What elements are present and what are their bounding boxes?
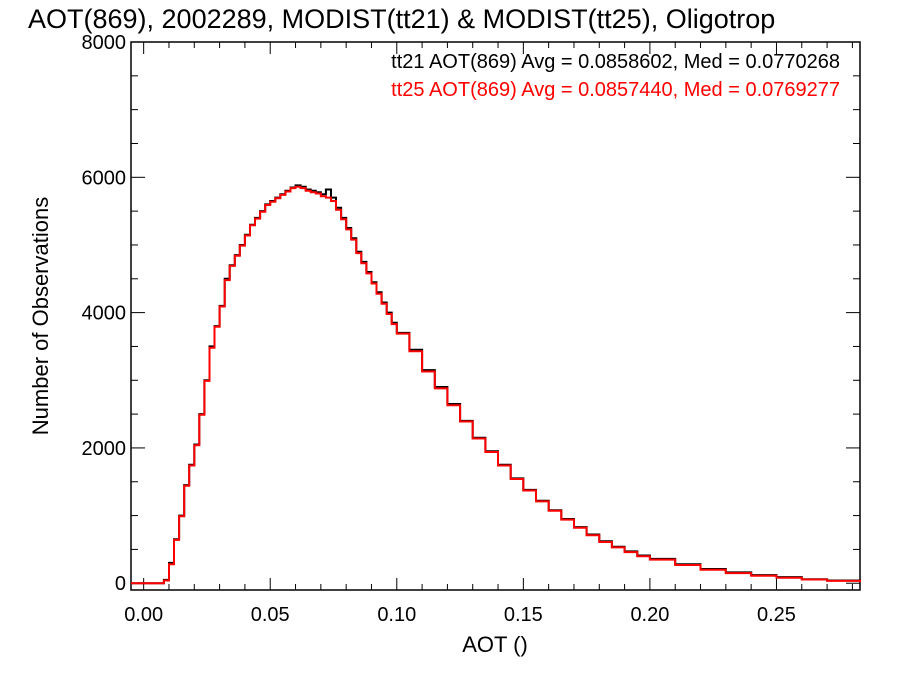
x-tick-label: 0.25 — [757, 604, 796, 626]
chart-title: AOT(869), 2002289, MODIST(tt21) & MODIST… — [28, 4, 775, 34]
series-line-tt25 — [131, 185, 861, 585]
axis-ticks — [131, 41, 860, 590]
x-tick-label: 0.10 — [377, 604, 416, 626]
legend-entry-tt21: tt21 AOT(869) Avg = 0.0858602, Med = 0.0… — [391, 51, 840, 73]
x-tick-label: 0.20 — [630, 604, 669, 626]
y-tick-label: 8000 — [82, 32, 127, 54]
tick-labels: 0.00 0.05 0.10 0.15 0.20 0.25 0 2000 4000 6000 800… — [82, 32, 796, 626]
y-tick-label: 4000 — [82, 303, 127, 325]
y-tick-label: 2000 — [82, 438, 127, 460]
series-layer — [131, 184, 861, 585]
y-axis-label: Number of Observations — [28, 197, 53, 435]
x-tick-label: 0.00 — [124, 604, 163, 626]
plot-frame — [130, 41, 861, 591]
y-tick-label: 6000 — [82, 167, 127, 189]
x-axis-label: AOT () — [462, 632, 528, 657]
x-tick-label: 0.05 — [251, 604, 290, 626]
legend-entry-tt25: tt25 AOT(869) Avg = 0.0857440, Med = 0.0… — [391, 79, 840, 101]
x-tick-label: 0.15 — [504, 604, 543, 626]
y-tick-label: 0 — [115, 573, 126, 595]
